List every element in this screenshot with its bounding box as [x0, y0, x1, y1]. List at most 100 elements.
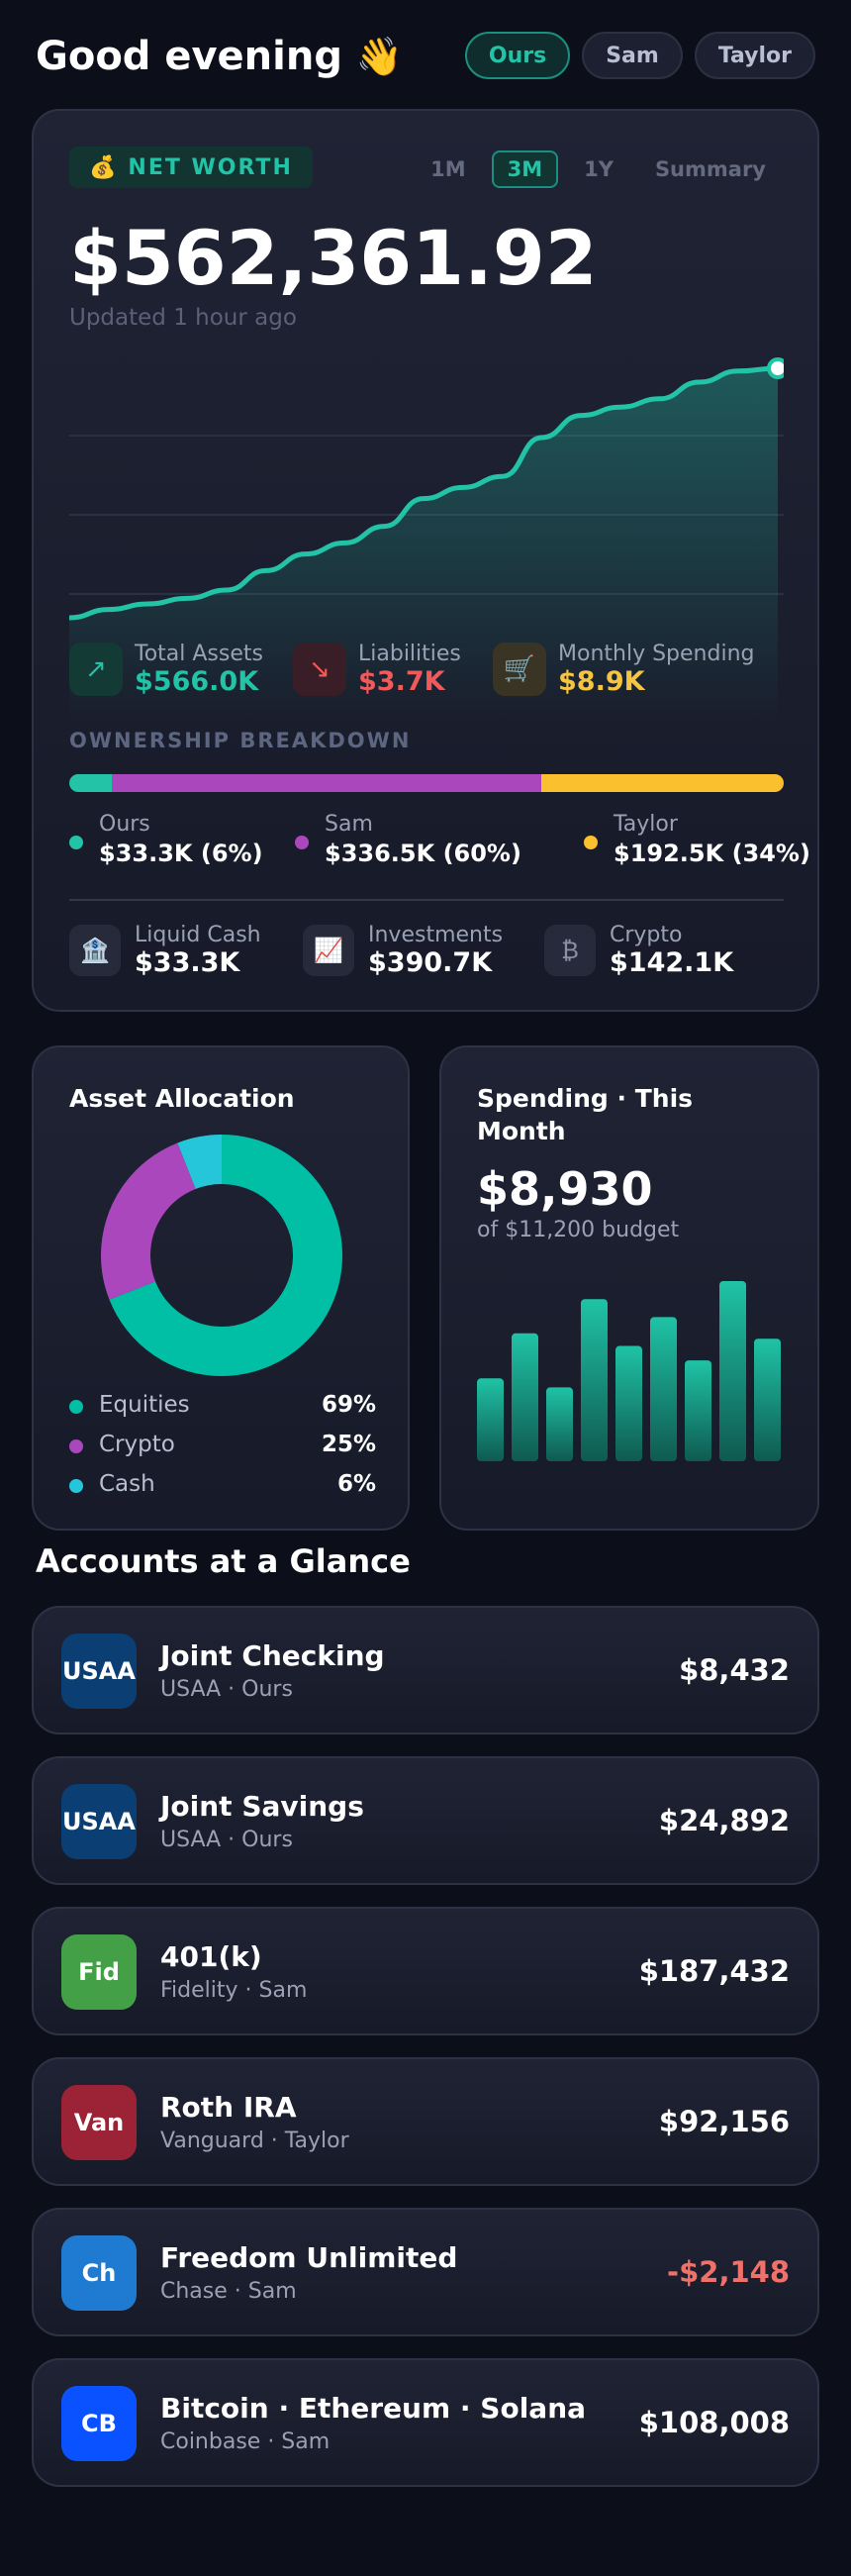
- spending-bar[interactable]: [754, 1338, 781, 1461]
- spending-bar[interactable]: [546, 1387, 573, 1461]
- net-worth-badge-label: NET WORTH: [128, 154, 293, 180]
- account-institution: Coinbase · Sam: [160, 2429, 331, 2454]
- asset-allocation-title: Asset Allocation: [69, 1084, 295, 1113]
- account-institution: USAA · Ours: [160, 1677, 293, 1702]
- filter-pill-sam[interactable]: Sam: [582, 32, 683, 79]
- asset-allocation-card: Asset Allocation Equities 69% Crypto 25%…: [32, 1045, 410, 1531]
- account-balance: $108,008: [638, 2406, 790, 2439]
- monthly-spending-stat[interactable]: 🛒 Monthly Spending $8.9K: [493, 642, 754, 697]
- spending-bar[interactable]: [685, 1360, 711, 1461]
- ownership-segment-sam: [112, 774, 541, 792]
- range-tab-1m[interactable]: 1M: [430, 157, 466, 181]
- account-institution: Chase · Sam: [160, 2279, 297, 2304]
- allocation-pct: 6%: [336, 1471, 376, 1497]
- ownership-title: OWNERSHIP BREAKDOWN: [69, 729, 412, 752]
- accounts-section-title: Accounts at a Glance: [36, 1542, 411, 1580]
- coinbase-logo-icon: CB: [61, 2386, 137, 2461]
- spending-bar[interactable]: [581, 1299, 608, 1461]
- range-tab-summary[interactable]: Summary: [654, 157, 766, 181]
- spending-bar[interactable]: [719, 1281, 746, 1461]
- ownership-name: Ours: [99, 812, 150, 837]
- filter-pill-taylor[interactable]: Taylor: [694, 32, 815, 79]
- spending-card: Spending · This Month $8,930 of $11,200 …: [439, 1045, 819, 1531]
- investments-value: $390.7K: [368, 947, 493, 978]
- spending-bar-chart[interactable]: [477, 1267, 786, 1461]
- monthly-spending-label: Monthly Spending: [558, 642, 755, 666]
- chase-logo-icon: Ch: [61, 2235, 137, 2311]
- total-assets-value: $566.0K: [135, 666, 259, 697]
- usaa-logo-icon: USAA: [61, 1634, 137, 1709]
- account-card-crypto-wallet[interactable]: CB Bitcoin · Ethereum · Solana Coinbase …: [32, 2358, 819, 2487]
- allocation-name: Equities: [99, 1392, 190, 1418]
- crypto-label: Crypto: [610, 923, 683, 947]
- arrow-down-right-icon: ↘: [293, 643, 346, 696]
- donut-slice-crypto[interactable]: [101, 1135, 342, 1376]
- greeting-title: Good evening 👋: [36, 34, 403, 79]
- chart-up-icon: 📈: [303, 925, 354, 976]
- account-balance: $24,892: [658, 1804, 790, 1837]
- allocation-name: Crypto: [99, 1432, 175, 1457]
- spending-bar[interactable]: [650, 1317, 677, 1461]
- range-tab-3m[interactable]: 3M: [491, 150, 559, 188]
- investments-stat[interactable]: 📈 Investments $390.7K: [303, 923, 503, 978]
- account-card-joint-savings[interactable]: USAA Joint Savings USAA · Ours $24,892: [32, 1756, 819, 1885]
- spending-title: Spending · This Month: [477, 1084, 694, 1145]
- liquid-cash-stat[interactable]: 🏦 Liquid Cash $33.3K: [69, 923, 261, 978]
- chart-current-point[interactable]: [767, 357, 784, 379]
- vanguard-logo-icon: Van: [61, 2085, 137, 2160]
- divider: [69, 899, 784, 901]
- ownership-value: $336.5K (60%): [325, 840, 521, 867]
- account-name: 401(k): [160, 1940, 262, 1973]
- account-institution: Fidelity · Sam: [160, 1978, 308, 2003]
- sam-dot-icon: [295, 836, 309, 849]
- account-card-401k[interactable]: Fid 401(k) Fidelity · Sam $187,432: [32, 1907, 819, 2035]
- net-worth-chart[interactable]: [69, 348, 784, 725]
- allocation-item-equities: Equities 69%: [69, 1386, 376, 1426]
- crypto-value: $142.1K: [610, 947, 734, 978]
- spending-bar[interactable]: [477, 1378, 504, 1461]
- net-worth-badge: 💰 NET WORTH: [69, 147, 313, 188]
- account-balance: $92,156: [658, 2105, 790, 2138]
- owner-filter: Ours Sam Taylor: [464, 32, 815, 79]
- account-card-freedom-unlimited[interactable]: Ch Freedom Unlimited Chase · Sam -$2,148: [32, 2208, 819, 2336]
- account-types: 🏦 Liquid Cash $33.3K 📈 Investments $390.…: [69, 923, 802, 992]
- ownership-bar: [69, 774, 784, 792]
- allocation-name: Cash: [99, 1471, 155, 1497]
- account-name: Freedom Unlimited: [160, 2241, 458, 2274]
- account-card-joint-checking[interactable]: USAA Joint Checking USAA · Ours $8,432: [32, 1606, 819, 1734]
- account-balance: $8,432: [679, 1653, 790, 1687]
- spending-bar[interactable]: [512, 1333, 538, 1461]
- total-assets-label: Total Assets: [135, 642, 263, 666]
- allocation-legend: Equities 69% Crypto 25% Cash 6%: [69, 1386, 376, 1505]
- ours-dot-icon: [69, 836, 83, 849]
- crypto-stat[interactable]: ₿ Crypto $142.1K: [544, 923, 733, 978]
- cart-icon: 🛒: [493, 643, 546, 696]
- usaa-logo-icon: USAA: [61, 1784, 137, 1859]
- allocation-donut-chart[interactable]: [101, 1135, 342, 1376]
- liabilities-value: $3.7K: [358, 666, 445, 697]
- range-tab-1y[interactable]: 1Y: [584, 157, 614, 181]
- account-name: Joint Savings: [160, 1790, 364, 1823]
- bank-icon: 🏦: [69, 925, 121, 976]
- account-institution: Vanguard · Taylor: [160, 2129, 349, 2153]
- wave-icon: 👋: [355, 35, 404, 78]
- bitcoin-icon: ₿: [544, 925, 596, 976]
- spending-bar[interactable]: [615, 1345, 642, 1461]
- ownership-value: $33.3K (6%): [99, 840, 263, 867]
- total-assets-stat[interactable]: ↗ Total Assets $566.0K: [69, 642, 263, 697]
- account-balance: $187,432: [638, 1954, 790, 1988]
- donut-slice-cash[interactable]: [101, 1135, 342, 1376]
- account-card-roth-ira[interactable]: Van Roth IRA Vanguard · Taylor $92,156: [32, 2057, 819, 2186]
- investments-label: Investments: [368, 923, 504, 947]
- allocation-pct: 25%: [321, 1432, 376, 1457]
- liabilities-stat[interactable]: ↘ Liabilities $3.7K: [293, 642, 461, 697]
- liquid-cash-value: $33.3K: [135, 947, 240, 978]
- ownership-name: Sam: [325, 812, 373, 837]
- greeting-text: Good evening: [36, 34, 342, 79]
- account-name: Joint Checking: [160, 1639, 385, 1672]
- filter-pill-ours[interactable]: Ours: [464, 32, 571, 79]
- account-name: Roth IRA: [160, 2091, 297, 2124]
- account-institution: USAA · Ours: [160, 1828, 293, 1852]
- liquid-cash-label: Liquid Cash: [135, 923, 261, 947]
- allocation-item-cash: Cash 6%: [69, 1465, 376, 1505]
